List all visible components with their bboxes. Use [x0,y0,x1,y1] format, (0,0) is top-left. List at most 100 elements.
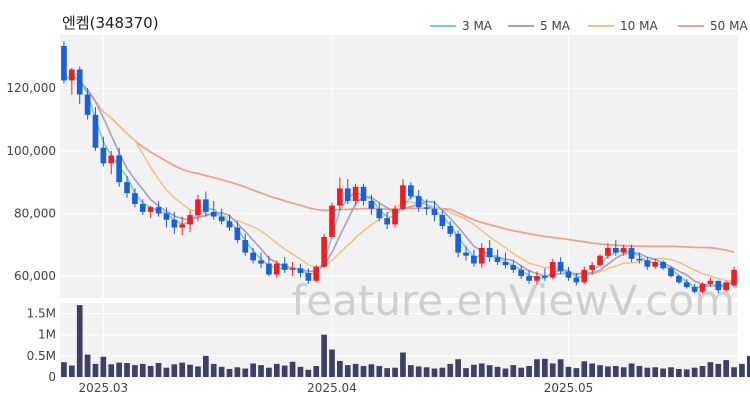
volume-bar [210,363,217,377]
candle-body [447,225,454,234]
price-panel [60,35,738,298]
volume-bar [597,365,603,377]
candle-body [139,204,146,212]
candle-body [486,247,493,258]
candle-body [360,186,367,201]
volume-bar [699,366,706,377]
volume-bar [565,366,572,377]
candle-body [683,282,690,288]
volume-bar [250,363,256,377]
candle-body [329,205,335,237]
volume-bar [313,366,320,377]
volume-bar [155,363,162,377]
candle-body [707,280,714,284]
candle-body [502,261,509,266]
ma10-line [63,73,735,282]
volume-bar [360,366,367,377]
candle-body [612,247,619,253]
legend-label: 3 MA [462,19,493,33]
volume-bar [589,363,595,377]
volume-bar [660,368,666,377]
volume-bar [147,366,154,377]
volume-tick-label: 0.5M [27,349,56,363]
candle-body [415,196,422,208]
candle-body [589,265,595,270]
candle-body [203,199,209,212]
candle-body [542,276,548,278]
volume-bar [132,365,138,377]
volume-bar [203,355,209,377]
candle-body [691,287,698,292]
volume-bar [423,367,430,377]
volume-bar [392,367,398,377]
volume-bar [116,362,122,377]
candle-body [84,94,91,115]
candle-body [242,240,249,253]
candle-body [676,276,682,283]
candle-body [250,252,256,261]
candle-body [573,277,580,283]
price-tick-label: 80,000 [14,206,56,220]
candle-body [108,155,115,164]
candle-body [313,266,320,281]
candle-body [715,280,722,291]
candle-body [628,247,635,259]
candle-body [297,268,304,273]
volume-bar [746,355,750,377]
volume-bar [297,366,304,377]
candle-body [431,208,438,216]
volume-bar [605,366,611,377]
volume-bar [447,363,454,377]
candle-body [68,69,75,81]
volume-bar [163,367,170,377]
volume-bar [691,367,698,377]
volume-bar [321,334,327,377]
volume-bar [431,368,438,377]
candle-body [368,200,375,209]
volume-bar [305,369,312,377]
volume-bar [494,366,501,377]
candle-body [258,260,264,264]
candle-body [455,233,461,253]
volume-bar [581,361,588,377]
volume-bar [557,359,564,377]
candle-body [116,155,122,183]
candle-body [605,247,611,256]
volume-bar [179,362,186,377]
volume-bar [518,367,525,377]
candle-body [376,208,383,219]
price-tick-label: 60,000 [14,269,56,283]
volume-bar [76,305,83,377]
volume-bar [549,363,556,377]
volume-bar [573,368,580,377]
candle-body [463,252,469,256]
volume-bar [478,363,485,377]
candle-body [439,215,446,226]
date-tick-label: 2025.05 [544,381,594,395]
candle-body [124,182,130,194]
candle-body [76,69,83,95]
volume-bar [329,349,335,377]
candle-body [526,276,532,281]
legend-label: 5 MA [540,19,571,33]
candle-body [266,263,272,275]
candle-body [92,114,99,148]
volume-bar [289,361,296,377]
volume-bar [218,366,225,377]
volume-bar [352,363,359,377]
volume-bar [439,367,446,377]
volume-bar [731,367,737,377]
ma50-line [63,73,735,253]
candle-body [132,193,138,205]
volume-bar [139,363,146,377]
volume-bar [415,366,422,377]
volume-bar [620,367,627,377]
candle-body [195,199,201,216]
candle-body [281,263,288,270]
volume-bar [400,352,406,377]
candle-body [652,261,659,267]
price-tick-label: 100,000 [6,144,56,158]
candle-body [660,261,666,269]
candle-body [407,185,414,197]
candle-body [699,283,706,292]
